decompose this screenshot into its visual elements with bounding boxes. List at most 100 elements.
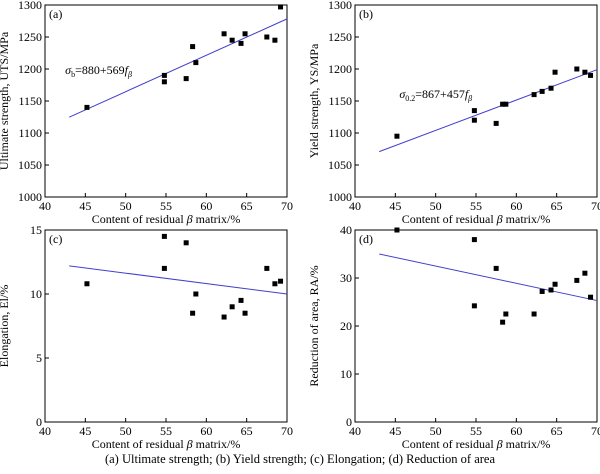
x-tick-label: 60 xyxy=(200,199,212,213)
data-point xyxy=(588,72,594,78)
y-tick-label: 1300 xyxy=(18,0,42,12)
data-point xyxy=(272,281,278,287)
data-point xyxy=(238,40,244,46)
y-tick-label: 1250 xyxy=(18,30,42,44)
data-point xyxy=(84,104,90,110)
data-point xyxy=(471,117,477,123)
data-point xyxy=(238,297,244,303)
data-point xyxy=(193,291,199,297)
data-point xyxy=(548,287,554,293)
data-point xyxy=(539,288,545,294)
fit-line xyxy=(379,253,598,302)
data-point xyxy=(582,69,588,75)
x-tick-label: 70 xyxy=(281,424,293,438)
data-point xyxy=(552,281,558,287)
x-tick-label: 60 xyxy=(200,424,212,438)
data-point xyxy=(278,278,284,284)
y-tick-label: 0 xyxy=(346,415,352,429)
x-tick-label: 50 xyxy=(430,424,442,438)
x-axis-label: Content of residual β matrix/% xyxy=(92,437,241,451)
figure-caption: (a) Ultimate strength; (b) Yield strengt… xyxy=(104,452,496,466)
data-point xyxy=(471,237,477,243)
x-tick-label: 70 xyxy=(591,424,600,438)
x-tick-label: 55 xyxy=(160,199,172,213)
data-point xyxy=(493,265,499,271)
y-tick-label: 10 xyxy=(340,367,352,381)
y-tick-label: 5 xyxy=(36,351,42,365)
data-point xyxy=(394,227,400,233)
data-point xyxy=(503,101,509,107)
y-axis-label: Yield strength, YS/MPa xyxy=(307,43,321,158)
y-tick-label: 15 xyxy=(30,223,42,237)
data-point xyxy=(552,69,558,75)
data-point xyxy=(221,31,227,37)
data-point xyxy=(229,304,235,310)
y-axis-label: Ultimate strength, UTS/MPa xyxy=(0,31,11,170)
x-tick-label: 55 xyxy=(470,424,482,438)
fit-line xyxy=(379,69,598,153)
y-tick-label: 1100 xyxy=(18,126,42,140)
x-tick-label: 50 xyxy=(430,199,442,213)
data-point xyxy=(190,310,196,316)
x-tick-label: 40 xyxy=(349,424,361,438)
x-tick-label: 50 xyxy=(120,199,132,213)
data-point xyxy=(161,72,167,78)
data-point xyxy=(161,265,167,271)
y-tick-label: 20 xyxy=(340,319,352,333)
x-tick-label: 55 xyxy=(470,199,482,213)
y-tick-label: 1100 xyxy=(328,126,352,140)
y-axis-label: Elongation, El/% xyxy=(0,285,11,368)
y-tick-label: 30 xyxy=(340,271,352,285)
panel-label: (c) xyxy=(49,232,62,246)
chart-panel-d: 40 45 50 55 60 65 70 0 10 20 30 40 (d) Content of res… xyxy=(307,223,600,451)
data-point xyxy=(500,319,506,325)
x-tick-label: 40 xyxy=(39,199,51,213)
data-point xyxy=(500,101,506,107)
data-point xyxy=(471,303,477,309)
data-point xyxy=(531,92,537,98)
x-axis-label: Content of residual β matrix/% xyxy=(402,437,551,451)
y-tick-label: 1150 xyxy=(328,94,352,108)
x-tick-label: 40 xyxy=(39,424,51,438)
panel-label: (d) xyxy=(359,232,373,246)
data-point xyxy=(193,60,199,66)
chart-panel-b: 40 45 50 55 60 65 70 1000 1050 1100 1150 1200 1250 13… xyxy=(307,0,600,226)
data-point xyxy=(539,88,545,94)
panel-label: (b) xyxy=(359,7,373,21)
data-point xyxy=(574,277,580,283)
data-point xyxy=(183,76,189,82)
plot-frame xyxy=(44,4,288,198)
x-tick-label: 70 xyxy=(591,199,600,213)
y-axis-label: Reduction of area, RA/% xyxy=(307,265,321,386)
data-point xyxy=(588,294,594,300)
x-tick-label: 65 xyxy=(551,424,563,438)
y-tick-label: 1200 xyxy=(18,62,42,76)
data-point xyxy=(229,37,235,43)
plot-frame xyxy=(44,229,288,423)
data-point xyxy=(531,311,537,317)
data-point xyxy=(242,310,248,316)
x-tick-label: 65 xyxy=(241,199,253,213)
x-tick-label: 45 xyxy=(389,424,401,438)
x-tick-label: 50 xyxy=(120,424,132,438)
data-point xyxy=(493,120,499,126)
data-point xyxy=(264,34,270,40)
y-tick-label: 1000 xyxy=(18,190,42,204)
x-tick-label: 70 xyxy=(281,199,293,213)
data-point xyxy=(471,108,477,114)
fit-equation: σ0.2=867+457fβ xyxy=(399,87,472,103)
y-tick-label: 1200 xyxy=(328,62,352,76)
y-tick-label: 1150 xyxy=(18,94,42,108)
x-axis-label: Content of residual β matrix/% xyxy=(402,212,551,226)
x-tick-label: 55 xyxy=(160,424,172,438)
y-tick-label: 1250 xyxy=(328,30,352,44)
x-tick-label: 40 xyxy=(349,199,361,213)
y-tick-label: 1300 xyxy=(328,0,352,12)
plot-frame xyxy=(354,4,598,198)
x-tick-label: 60 xyxy=(510,199,522,213)
data-point xyxy=(272,37,278,43)
fit-line xyxy=(69,265,288,295)
data-point xyxy=(503,311,509,317)
x-axis-label: Content of residual β matrix/% xyxy=(92,212,241,226)
data-point xyxy=(582,270,588,276)
